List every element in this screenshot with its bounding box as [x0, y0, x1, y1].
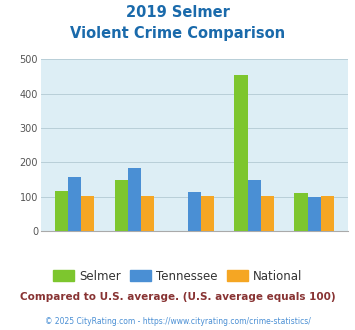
Text: 2019 Selmer: 2019 Selmer	[126, 5, 229, 20]
Bar	[188, 191, 201, 231]
Text: Compared to U.S. average. (U.S. average equals 100): Compared to U.S. average. (U.S. average …	[20, 292, 335, 302]
Bar	[321, 196, 334, 231]
Bar	[235, 75, 248, 231]
Bar	[294, 193, 307, 231]
Bar	[201, 196, 214, 231]
Text: Violent Crime Comparison: Violent Crime Comparison	[70, 26, 285, 41]
Bar	[307, 197, 321, 231]
Bar	[141, 196, 154, 231]
Bar	[81, 196, 94, 231]
Text: © 2025 CityRating.com - https://www.cityrating.com/crime-statistics/: © 2025 CityRating.com - https://www.city…	[45, 317, 310, 326]
Bar	[115, 180, 128, 231]
Bar	[68, 177, 81, 231]
Bar	[55, 190, 68, 231]
Legend: Selmer, Tennessee, National: Selmer, Tennessee, National	[48, 265, 307, 287]
Bar	[261, 196, 274, 231]
Bar	[128, 168, 141, 231]
Bar	[248, 180, 261, 231]
